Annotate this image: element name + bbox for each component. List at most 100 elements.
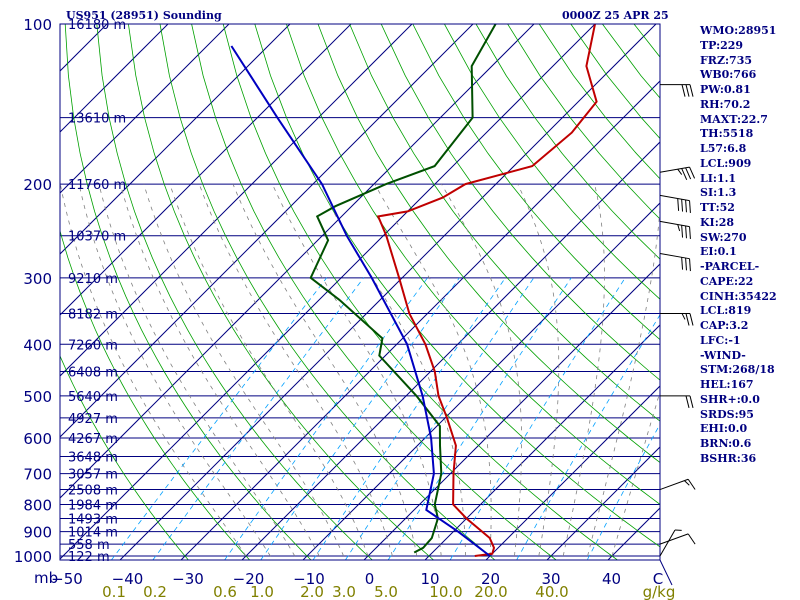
temperature-tick-label: 0 [365, 570, 375, 588]
wind-barb-flag [689, 258, 691, 272]
height-label: 8182 m [68, 307, 118, 322]
dry-adiabat-line [96, 24, 373, 560]
temperature-tick-label: −40 [112, 570, 144, 588]
isotherm-line [0, 24, 46, 567]
isotherm-line [60, 24, 169, 133]
mixing-ratio-label: 1.0 [250, 583, 274, 600]
mixing-ratio-line [260, 277, 460, 560]
mixing-ratio-label: 0.1 [102, 583, 126, 600]
mixing-ratio-label: 20.0 [474, 583, 507, 600]
pressure-unit-label: mb [34, 569, 58, 587]
stat-item: SI:1.3 [700, 186, 737, 200]
temperature-tick-label: 20 [481, 570, 500, 588]
wind-barb-flag [689, 226, 691, 239]
stat-item: BSHR:36 [700, 451, 757, 465]
pressure-tick-label: 900 [23, 524, 52, 542]
isotherm-line [241, 141, 660, 560]
temperature-tick-label: 10 [420, 570, 439, 588]
pressure-tick-label: 100 [23, 16, 52, 34]
isotherm-line [424, 324, 660, 560]
stat-item: WMO:28951 [700, 24, 777, 37]
isotherm-line [546, 446, 660, 560]
wind-barb-flag [677, 168, 683, 175]
pressure-tick-label: 200 [23, 176, 52, 194]
wind-barb-staff [659, 252, 690, 260]
height-label: 558 m [68, 538, 110, 553]
wind-barb-flag [689, 84, 694, 97]
mixing-ratio-label: 0.2 [143, 583, 167, 600]
dry-adiabat-line [286, 24, 660, 505]
isotherm-line [60, 24, 535, 499]
wind-barb-flag [685, 167, 692, 180]
moist-adiabat-line [78, 184, 271, 557]
moist-adiabat-line [120, 183, 320, 557]
stat-item: EI:0.1 [700, 245, 737, 259]
height-label: 2508 m [68, 484, 118, 499]
dry-adiabat-line [349, 24, 660, 422]
stat-item: TH:5518 [700, 127, 754, 141]
dry-adiabat-line [60, 229, 251, 560]
height-label: 16180 m [68, 18, 126, 33]
mixing-ratio-unit-label: g/kg [643, 583, 676, 600]
wind-barb-staff [659, 194, 690, 202]
moist-adiabat-line [441, 183, 522, 557]
mixing-ratio-label: 5.0 [374, 583, 398, 600]
moist-adiabat-line [374, 183, 492, 557]
mixing-ratio-line [224, 277, 428, 560]
isotherm-line [363, 263, 660, 560]
mixing-ratio-label: 10.0 [429, 583, 462, 600]
dry-adiabat-line [159, 24, 496, 560]
height-label: 7260 m [68, 338, 118, 353]
wind-barb-flag [685, 257, 687, 271]
moist-adiabat-line [198, 183, 393, 557]
moist-adiabat-line [318, 183, 466, 557]
axis-corner-tick [659, 559, 673, 586]
wind-barb-flag [685, 199, 687, 213]
stat-item: BRN:0.6 [700, 437, 752, 450]
mixing-ratio-label: 40.0 [535, 583, 568, 600]
isotherm-line [60, 24, 474, 438]
wind-barb-flag [681, 313, 686, 320]
dry-adiabat-line [412, 24, 660, 341]
pressure-tick-label: 1000 [14, 548, 52, 566]
pressure-tick-label: 700 [23, 466, 52, 484]
wind-barb-flag [689, 200, 691, 214]
mixing-ratio-line [387, 277, 572, 560]
mixing-ratio-label: 0.6 [213, 583, 237, 600]
mixing-ratio-label: 2.0 [300, 583, 324, 600]
stat-item: PW:0.81 [700, 83, 751, 96]
height-label: 1493 m [68, 512, 118, 527]
dry-adiabat-line [60, 354, 189, 560]
station-title: US951 (28951) Sounding [66, 9, 222, 22]
isotherm-line [60, 24, 352, 316]
isotherm-line [180, 80, 660, 560]
stat-item: CAP:3.2 [700, 319, 749, 332]
pressure-tick-label: 600 [23, 430, 52, 448]
wind-barb-flag [681, 168, 688, 180]
wind-barb-flag [689, 166, 696, 179]
mixing-ratio-label: 3.0 [332, 583, 356, 600]
stat-item: SRDS:95 [700, 407, 754, 421]
isotherm-line [60, 24, 413, 377]
time-title: 0000Z 25 APR 25 [562, 9, 669, 22]
height-label: 6408 m [68, 366, 118, 381]
wind-barb-flag [685, 395, 690, 408]
profile-parcel-line [230, 45, 491, 557]
wind-barb-flag [677, 198, 680, 211]
dry-adiabat-line [317, 24, 660, 464]
dry-adiabat-line [475, 24, 660, 260]
stat-item: RH:70.2 [700, 97, 751, 111]
pressure-tick-label: 800 [23, 496, 52, 514]
stat-item: FRZ:735 [700, 53, 753, 67]
temperature-tick-label: −50 [51, 570, 83, 588]
temperature-tick-label: 40 [602, 570, 621, 588]
temperature-unit-label: C [653, 570, 663, 588]
wind-barb-staff [659, 478, 689, 491]
isotherm-line [60, 24, 596, 560]
mixing-ratio-line [312, 277, 506, 560]
pressure-tick-label: 400 [23, 336, 52, 354]
mixing-ratio-line [449, 277, 626, 560]
plot-frame [59, 23, 661, 561]
dry-adiabat-line [222, 24, 619, 560]
